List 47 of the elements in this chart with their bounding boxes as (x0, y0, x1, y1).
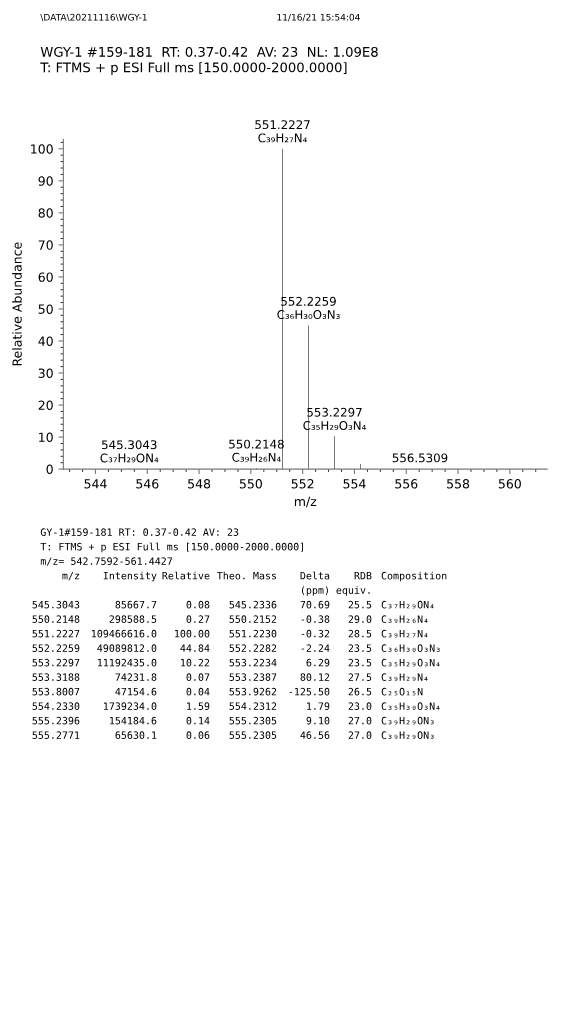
y-tick-label: 30 (38, 368, 53, 378)
text: 553.2297 11192435.0 10.22 553.2234 6.29 23.5 C₃₅H₂₉O₃N₄ (32, 658, 440, 667)
annotation: 553.2297 C₃₅H₂₉O₃N₄ (303, 407, 366, 430)
text: 545.3043 85667.7 0.08 545.2336 70.69 25.5 C₃₇H₂₉ON₄ (32, 600, 434, 609)
chart-title: WGY-1 #159-181 RT: 0.37-0.42 AV: 23 NL: 1.09E8 (40, 46, 378, 57)
y-tick-label: 100 (31, 144, 53, 154)
x-tick-label: 546 (136, 479, 159, 489)
x-tick-label: 544 (84, 479, 107, 489)
y-tick-label: 40 (38, 336, 53, 346)
text: (ppm) equiv. (301, 586, 370, 596)
y-tick-label: 60 (38, 272, 53, 282)
y-tick-label: 10 (39, 432, 53, 442)
x-tick-label: 548 (188, 479, 211, 489)
text: 555.2396 154184.6 0.14 555.2305 9.10 27.0 C₃₉H₂₉ON₃ (32, 716, 434, 725)
x-tick-label: 554 (343, 479, 366, 489)
y-tick-label: 70 (38, 240, 53, 250)
x-tick-label: 560 (498, 479, 521, 489)
text: 552.2259 49089812.0 44.84 552.2282 -2.24 23.5 C₃₆H₃₀O₃N₃ (32, 644, 440, 652)
x-tick-label: 552 (291, 479, 314, 489)
annotation: 545.3043 C₃₇H₂₉ON₄ (100, 440, 159, 463)
y-tick-label: 90 (38, 176, 53, 186)
y-tick-label: 80 (38, 208, 53, 218)
text: 555.2771 65630.1 0.06 555.2305 46.56 27.0 C₃₉H₂₉ON₃ (32, 731, 434, 739)
annotation: 550.2148 C₃₉H₂₆N₄ (229, 439, 284, 462)
text: m/z= 542.7592-561.4427 (40, 557, 173, 566)
text: 553.8007 47154.6 0.04 553.9262 -125.50 26.5 C₂₅O₁₅N (32, 687, 423, 696)
text: 11/16/21 15:54:04 (277, 13, 360, 22)
text: m/z Intensity Relative Theo. Mass Delta RDB Composition (62, 571, 447, 582)
y-tick-label: 50 (38, 304, 53, 314)
text: 554.2330 1739234.0 1.59 554.2312 1.79 23.0 C₃₅H₃₀O₃N₄ (32, 702, 440, 710)
x-tick-label: 558 (447, 479, 470, 489)
y-tick-label: 0 (46, 464, 53, 475)
text: T: FTMS + p ESI Full ms [150.0000-2000.0000] (40, 542, 303, 553)
x-tick-label: 550 (239, 479, 262, 489)
annotation: 551.2227 C₃₉H₂₇N₄ (255, 120, 310, 143)
y-axis-title: Relative Abundance (12, 242, 22, 366)
text: 550.2148 298588.5 0.27 550.2152 -0.38 29.0 C₃₉H₂₆N₄ (32, 615, 428, 623)
text: 551.2227 109466616.0 100.00 551.2230 -0.32 28.5 C₃₉H₂₇N₄ (32, 629, 428, 638)
annotation: 552.2259 C₃₆H₃₀O₃N₃ (277, 296, 340, 320)
annotation: 556.5309 (392, 453, 448, 463)
text: GY-1#159-181 RT: 0.37-0.42 AV: 23 (40, 528, 239, 536)
text: \DATA\20211116\WGY-1 (40, 13, 147, 22)
x-axis-title: m/z (294, 496, 317, 508)
y-tick-label: 20 (38, 400, 53, 410)
text: 553.3188 74231.8 0.07 553.2387 80.12 27.5 C₃₉H₂₉N₄ (32, 673, 428, 681)
x-tick-label: 556 (395, 479, 418, 489)
chart-subtitle: T: FTMS + p ESI Full ms [150.0000-2000.0000] (40, 62, 347, 75)
